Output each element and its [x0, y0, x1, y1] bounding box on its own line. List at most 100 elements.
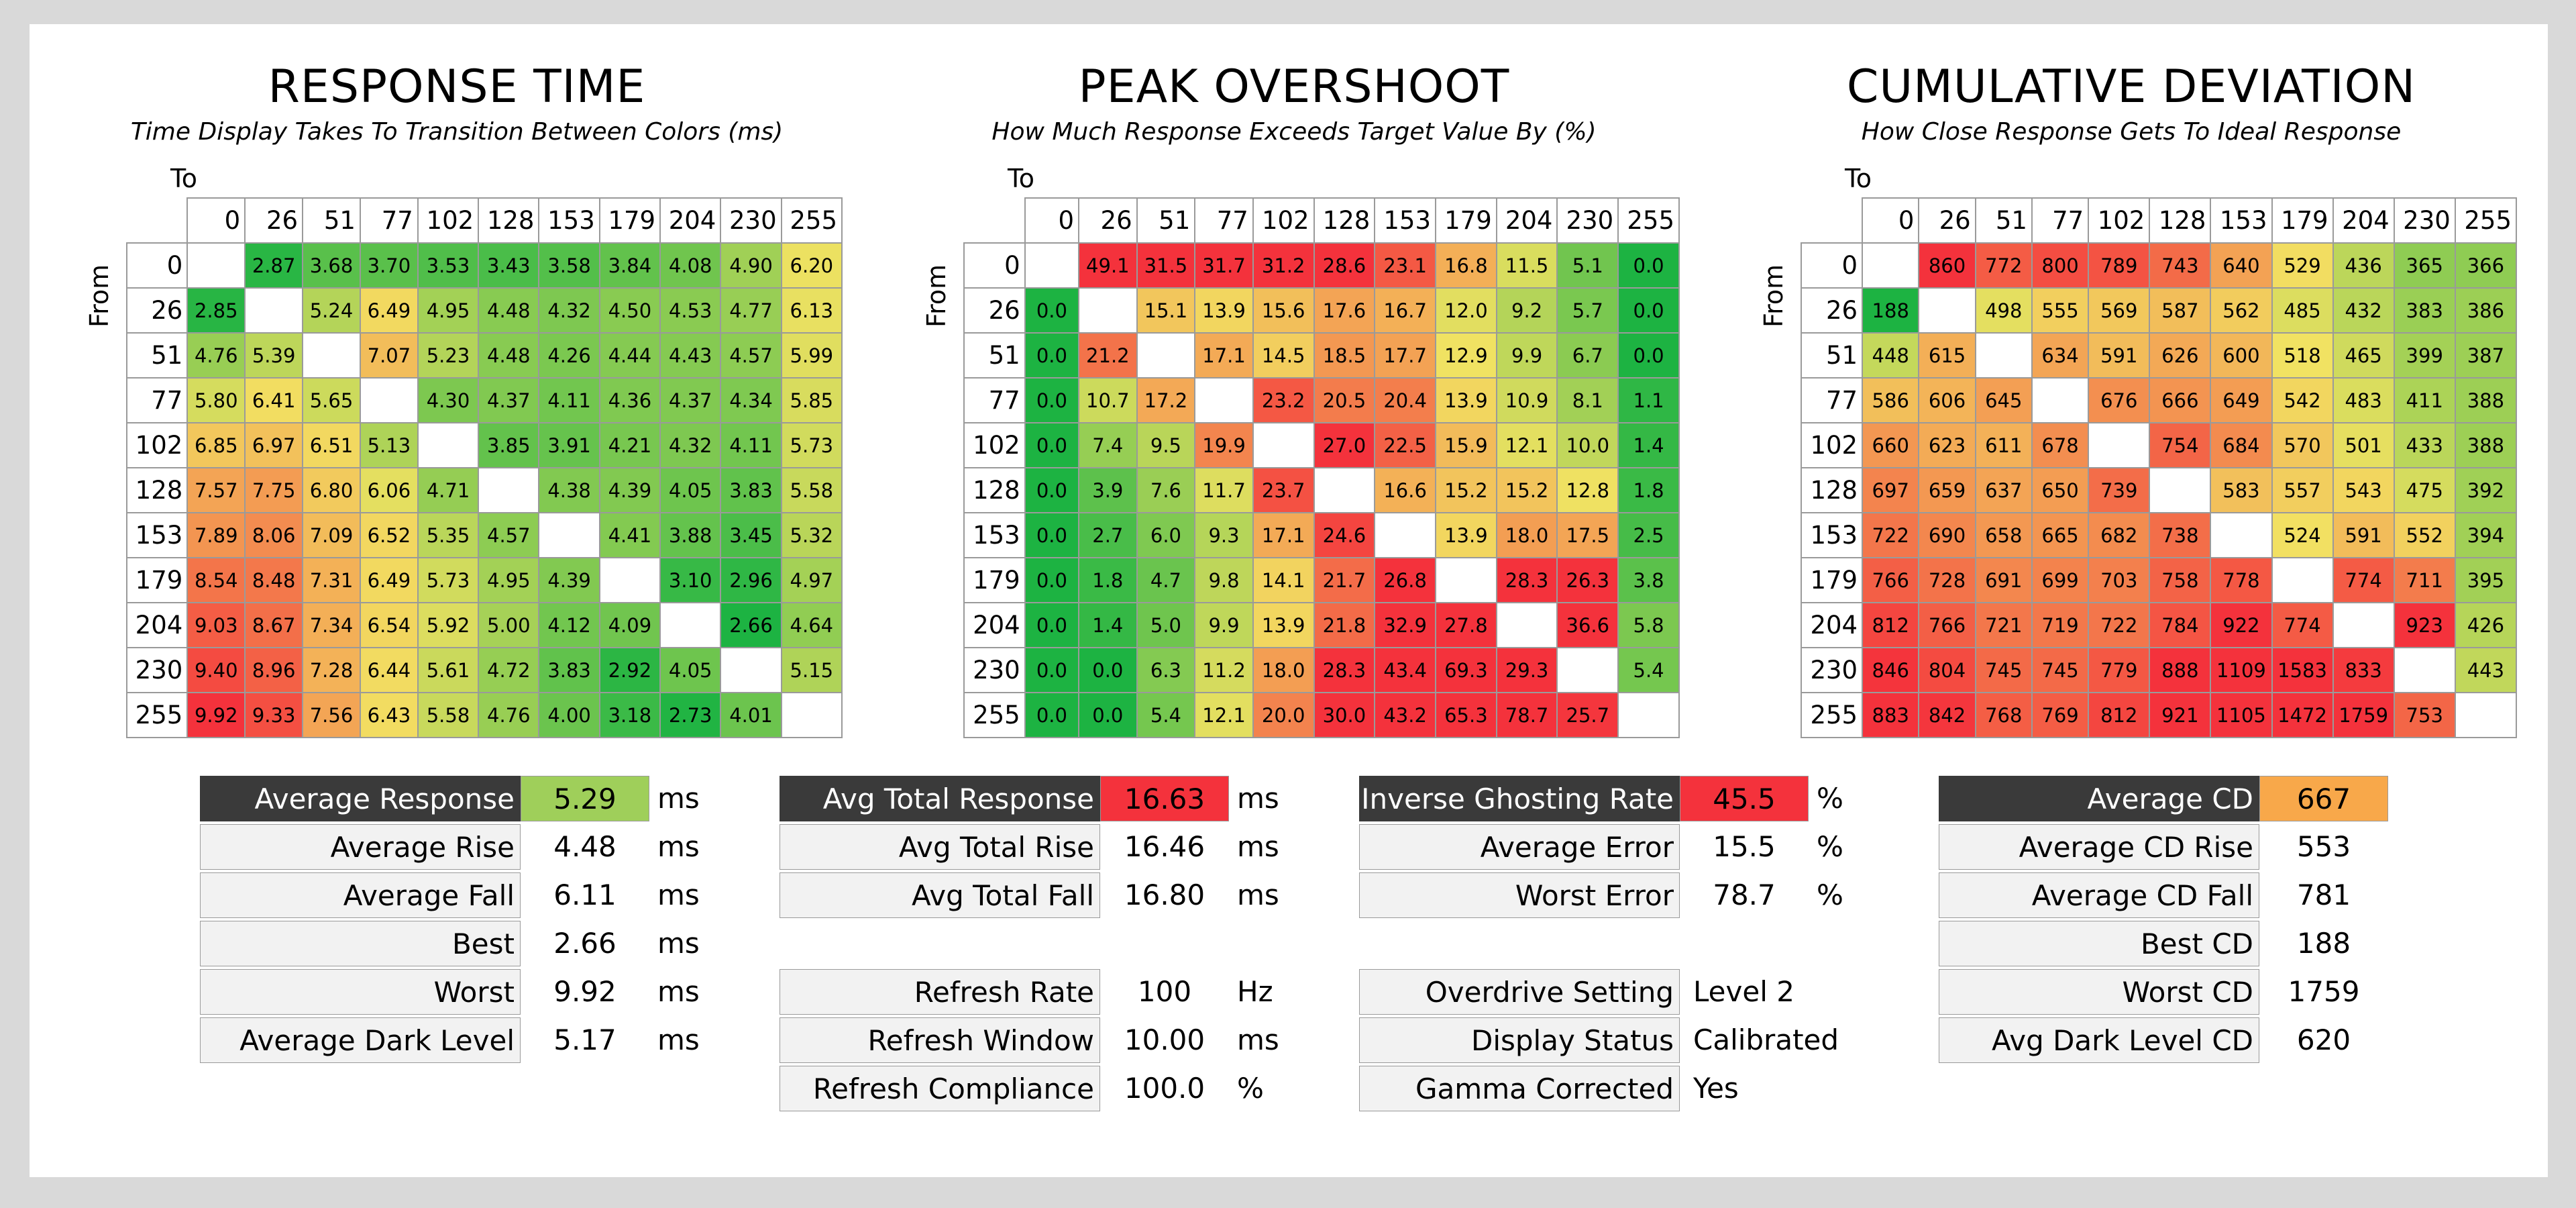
heatmap-cell: 4.90 [720, 242, 782, 289]
heatmap-cell: 10.9 [1495, 377, 1558, 423]
heatmap-cell: 812 [2088, 692, 2151, 738]
heatmap-cell: 383 [2393, 287, 2456, 334]
stat-value: 45.5 [1680, 776, 1809, 821]
heatmap-cell: 562 [2210, 287, 2273, 334]
heatmap-cell: 529 [2271, 242, 2334, 289]
table-row: 230 9.40 8.96 7.28 6.44 5.61 4.72 3.83 2.92 4.05 5… [125, 647, 843, 693]
stat-row: Average Response 5.29 ms [200, 776, 737, 823]
table-row: 102 660 623 611 678 754 684 570 501 433 388 [1800, 422, 2518, 468]
heatmap-cell: 3.45 [720, 512, 782, 558]
heatmap-cell: 11.7 [1194, 467, 1254, 513]
heatmap-cell: 739 [2088, 467, 2151, 513]
heatmap-cell: 0.0 [1024, 557, 1080, 603]
diagonal-cell [720, 647, 782, 693]
heatmap-cell: 21.2 [1078, 332, 1138, 379]
stat-value: 2.66 [553, 927, 616, 960]
stat-row: Worst CD 1759 [1939, 969, 2475, 1016]
column-header: 179 [2271, 197, 2334, 244]
heatmap-cell: 4.57 [720, 332, 782, 379]
heatmap-cell: 1.1 [1617, 377, 1680, 423]
column-header: 77 [2031, 197, 2090, 244]
heatmap-cell: 719 [2031, 602, 2090, 648]
heatmap-cell: 552 [2393, 512, 2456, 558]
heatmap-cell: 17.1 [1194, 332, 1254, 379]
diagonal-cell [359, 377, 419, 423]
heatmap-cell: 7.6 [1136, 467, 1196, 513]
heatmap-cell: 30.0 [1313, 692, 1376, 738]
stat-value: 4.48 [553, 830, 616, 863]
heatmap-cell: 0.0 [1024, 647, 1080, 693]
heatmap-cell: 12.1 [1194, 692, 1254, 738]
heatmap-cell: 10.7 [1078, 377, 1138, 423]
row-header: 128 [1800, 467, 1864, 513]
heatmap-cell: 20.0 [1252, 692, 1315, 738]
heatmap-cell: 722 [1862, 512, 1920, 558]
heatmap-cell: 9.2 [1495, 287, 1558, 334]
heatmap-cell: 2.87 [244, 242, 304, 289]
heatmap-cell: 4.05 [659, 647, 722, 693]
heatmap-cell: 3.83 [538, 647, 600, 693]
table-row: 255 0.0 0.0 5.4 12.1 20.0 30.0 43.2 65.3 78.7 25.7 [963, 692, 1680, 738]
heatmap-cell: 12.9 [1435, 332, 1497, 379]
heatmap-cell: 0.0 [1024, 332, 1080, 379]
heatmap-cell: 426 [2454, 602, 2518, 648]
row-header: 153 [125, 512, 189, 558]
stat-label: Avg Total Fall [780, 872, 1100, 918]
heatmap-cell: 846 [1862, 647, 1920, 693]
table-row: 51 448 615 634 591 626 600 518 465 399 387 [1800, 332, 2518, 379]
heatmap-cell: 591 [2332, 512, 2395, 558]
heatmap-cell: 5.85 [780, 377, 843, 423]
stat-row: Best CD 188 [1939, 921, 2475, 968]
heatmap-cell: 766 [1918, 602, 1976, 648]
table-row: 26 188 498 555 569 587 562 485 432 383 386 [1800, 287, 2518, 334]
column-header: 153 [1374, 197, 1437, 244]
heatmap-cell: 20.4 [1374, 377, 1437, 423]
column-header: 51 [1136, 197, 1196, 244]
heatmap-cell: 587 [2149, 287, 2212, 334]
heatmap-cell: 557 [2271, 467, 2334, 513]
table-row: 102 6.85 6.97 6.51 5.13 3.85 3.91 4.21 4.32 4.11 5… [125, 422, 843, 468]
heatmap-cell: 645 [1974, 377, 2033, 423]
heatmap-cell: 4.34 [720, 377, 782, 423]
row-header: 0 [125, 242, 189, 289]
diagonal-cell [417, 422, 480, 468]
heatmap-cell: 13.9 [1194, 287, 1254, 334]
heatmap-cell: 4.00 [538, 692, 600, 738]
heatmap-cell: 691 [1974, 557, 2033, 603]
heatmap-cell: 6.7 [1556, 332, 1619, 379]
panel-title: RESPONSE TIME [268, 60, 646, 113]
heatmap-cell: 7.34 [302, 602, 361, 648]
heatmap-cell: 436 [2332, 242, 2395, 289]
heatmap-cell: 5.65 [302, 377, 361, 423]
stat-row: Display Status Calibrated [1359, 1017, 1896, 1064]
peak-overshoot-heatmap: 0 26 51 77 102 128 153 179 204 230 255 0 49.1 31.5 31.… [963, 197, 1680, 738]
heatmap-cell: 766 [1862, 557, 1920, 603]
column-header: 255 [780, 197, 843, 244]
heatmap-cell: 365 [2393, 242, 2456, 289]
diagonal-cell [2210, 512, 2273, 558]
heatmap-cell: 32.9 [1374, 602, 1437, 648]
heatmap-cell: 5.4 [1136, 692, 1196, 738]
stat-unit: % [1817, 878, 1843, 911]
heatmap-cell: 0.0 [1078, 647, 1138, 693]
heatmap-cell: 699 [2031, 557, 2090, 603]
column-header: 51 [302, 197, 361, 244]
heatmap-cell: 5.58 [780, 467, 843, 513]
heatmap-cell: 7.09 [302, 512, 361, 558]
diagonal-cell [2393, 647, 2456, 693]
diagonal-cell [1918, 287, 1976, 334]
table-row: 204 9.03 8.67 7.34 6.54 5.92 5.00 4.12 4.09 2.66 4… [125, 602, 843, 648]
column-header: 179 [598, 197, 661, 244]
column-header: 255 [1617, 197, 1680, 244]
row-header: 204 [963, 602, 1026, 648]
heatmap-cell: 366 [2454, 242, 2518, 289]
diagonal-cell [2271, 557, 2334, 603]
heatmap-cell: 5.8 [1617, 602, 1680, 648]
heatmap-cell: 31.2 [1252, 242, 1315, 289]
heatmap-cell: 7.31 [302, 557, 361, 603]
column-header: 204 [2332, 197, 2395, 244]
heatmap-cell: 883 [1862, 692, 1920, 738]
row-header: 51 [125, 332, 189, 379]
heatmap-cell: 11.2 [1194, 647, 1254, 693]
heatmap-cell: 6.06 [359, 467, 419, 513]
